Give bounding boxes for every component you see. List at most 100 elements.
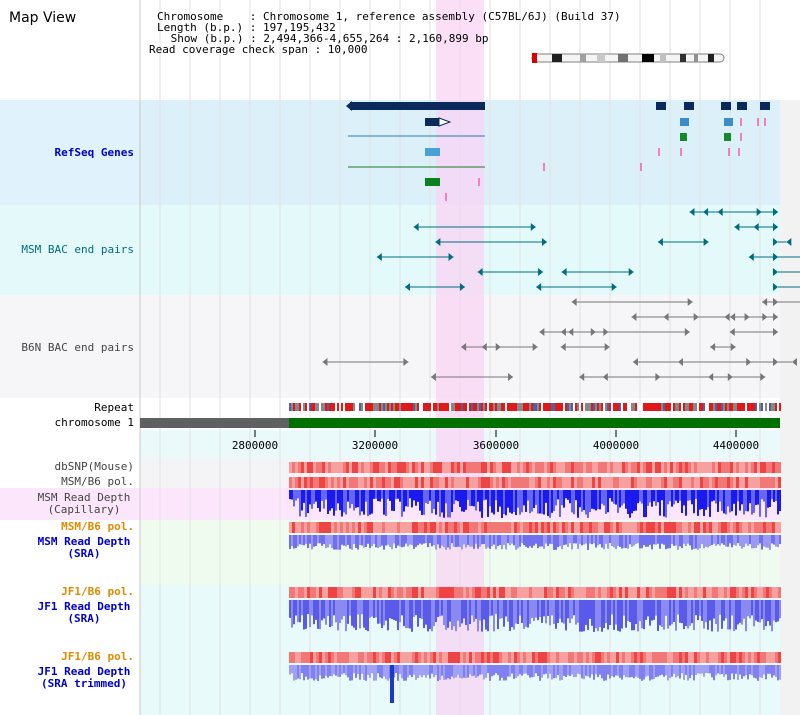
track-label-msm-b6-pol-sra[interactable]: MSM/B6 pol. — [61, 520, 134, 533]
repeat-block — [737, 403, 739, 411]
depth-jf1-trimmed — [711, 665, 713, 678]
depth-msm-sra — [379, 535, 381, 547]
depth-jf1-sra — [709, 600, 711, 621]
pol-cell — [535, 522, 538, 533]
depth-jf1-trimmed — [413, 665, 415, 675]
depth-jf1-trimmed — [717, 665, 719, 674]
depth-jf1-sra — [597, 600, 599, 632]
repeat-block — [569, 403, 571, 411]
depth-capillary — [647, 490, 649, 506]
dbsnp-cell — [331, 462, 334, 473]
dbsnp-cell — [709, 462, 712, 473]
depth-msm-sra — [695, 535, 697, 549]
depth-jf1-trimmed — [361, 665, 363, 674]
pol-cell — [358, 477, 361, 488]
depth-jf1-trimmed — [721, 665, 723, 674]
msm-bac-end — [459, 283, 465, 291]
info-chromosome: Chromosome : Chromosome 1, reference ass… — [157, 10, 621, 23]
pol-cell — [409, 587, 412, 598]
depth-jf1-sra — [661, 600, 663, 628]
pol-cell — [673, 652, 676, 663]
repeat-block — [413, 403, 415, 411]
track-label-msm-bac[interactable]: MSM BAC end pairs — [21, 243, 134, 256]
track-label-chromosome: chromosome 1 — [54, 416, 134, 429]
depth-jf1-sra — [295, 600, 297, 616]
pol-cell — [487, 522, 490, 533]
pol-cell — [514, 522, 517, 533]
pol-cell — [430, 477, 433, 488]
depth-msm-sra — [441, 535, 443, 546]
pol-cell — [316, 587, 319, 598]
msm-bac-end — [773, 283, 778, 291]
pol-cell — [613, 587, 616, 598]
depth-msm-sra — [733, 535, 735, 545]
repeat-block — [625, 403, 627, 411]
track-label-dbsnp[interactable]: dbSNP(Mouse) — [54, 460, 134, 473]
depth-msm-sra — [403, 535, 405, 547]
pol-cell — [400, 587, 403, 598]
chromosome-ideogram[interactable] — [531, 53, 725, 63]
depth-jf1-trimmed — [299, 665, 301, 680]
pol-cell — [325, 652, 328, 663]
track-label-repeat[interactable]: Repeat — [94, 401, 134, 414]
depth-capillary — [565, 490, 567, 499]
depth-msm-sra — [527, 535, 529, 549]
depth-jf1-sra — [505, 600, 507, 617]
depth-msm-sra — [525, 535, 527, 547]
dbsnp-cell — [649, 462, 652, 473]
depth-jf1-sra — [603, 600, 605, 629]
repeat-block — [753, 403, 755, 411]
depth-msm-sra — [321, 535, 323, 546]
depth-capillary — [613, 490, 615, 504]
depth-msm-sra — [317, 535, 319, 544]
track-label-msm-read-depth-capillary[interactable]: MSM Read Depth (Capillary) — [37, 491, 131, 516]
msm-sra-label-bg — [0, 520, 140, 585]
track-label-msm-b6-pol[interactable]: MSM/B6 pol. — [61, 475, 134, 488]
depth-msm-sra — [297, 535, 299, 547]
depth-jf1-sra — [539, 600, 541, 617]
b6n-bac-end — [773, 313, 778, 321]
track-label-jf1-b6-pol[interactable]: JF1/B6 pol. — [61, 585, 134, 598]
depth-capillary — [695, 490, 697, 499]
depth-jf1-trimmed — [633, 665, 635, 679]
depth-capillary — [763, 490, 765, 502]
pol-cell — [652, 477, 655, 488]
dbsnp-cell — [559, 462, 562, 473]
dbsnp-cell — [598, 462, 601, 473]
track-label-refseq[interactable]: RefSeq Genes — [54, 146, 134, 159]
track-label-jf1-read-depth-trimmed[interactable]: JF1 Read Depth (SRA trimmed) — [37, 665, 131, 690]
pol-cell — [316, 522, 319, 533]
repeat-block — [755, 403, 757, 411]
repeat-block — [719, 403, 721, 411]
pol-cell — [331, 477, 334, 488]
depth-jf1-trimmed — [643, 665, 645, 680]
pol-cell — [643, 477, 646, 488]
track-label-b6n-bac[interactable]: B6N BAC end pairs — [21, 341, 134, 354]
depth-jf1-trimmed — [329, 665, 331, 677]
pol-cell — [328, 522, 331, 533]
depth-jf1-trimmed — [681, 665, 683, 674]
pol-cell — [700, 652, 703, 663]
pol-cell — [757, 587, 760, 598]
pol-cell — [568, 587, 571, 598]
depth-msm-sra — [533, 535, 535, 546]
track-label-msm-read-depth-sra[interactable]: MSM Read Depth (SRA) — [37, 535, 131, 560]
depth-jf1-sra — [723, 600, 725, 621]
pol-cell — [742, 652, 745, 663]
depth-msm-sra — [629, 535, 631, 545]
dbsnp-cell — [436, 462, 439, 473]
depth-jf1-sra — [379, 600, 381, 624]
depth-jf1-trimmed — [429, 665, 431, 679]
repeat-block — [653, 403, 655, 411]
pol-cell — [490, 652, 493, 663]
repeat-block — [757, 403, 759, 411]
gene-arrow — [346, 101, 352, 111]
depth-jf1-sra — [311, 600, 313, 616]
depth-msm-sra — [745, 535, 747, 544]
depth-jf1-sra — [543, 600, 545, 617]
depth-msm-sra — [345, 535, 347, 547]
track-label-jf1-read-depth-sra[interactable]: JF1 Read Depth (SRA) — [37, 600, 131, 625]
depth-msm-sra — [439, 535, 441, 549]
pol-cell — [436, 477, 439, 488]
track-label-jf1-b6-pol-trimmed[interactable]: JF1/B6 pol. — [61, 650, 134, 663]
